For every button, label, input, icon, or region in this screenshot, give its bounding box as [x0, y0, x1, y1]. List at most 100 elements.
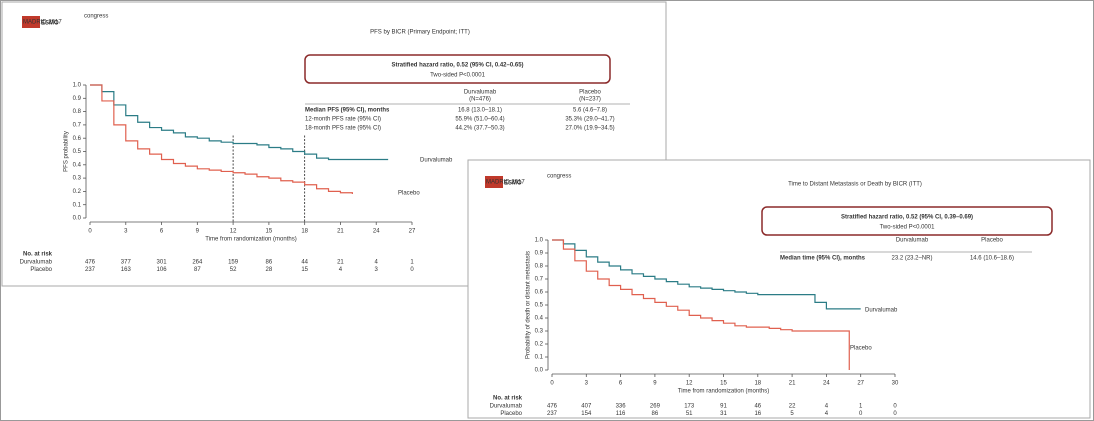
risk-title: No. at risk	[493, 396, 523, 402]
table-row-label: 12-month PFS rate (95% CI)	[305, 117, 381, 123]
y-tick-label: 0.6	[73, 136, 82, 142]
y-tick-label: 1.0	[73, 83, 82, 89]
x-tick-label: 9	[196, 229, 200, 235]
y-tick-label: 0.8	[73, 109, 82, 115]
table-header: Durvalumab	[896, 238, 929, 244]
y-tick-label: 0.4	[535, 316, 544, 322]
logo-event: congress	[84, 14, 108, 20]
table-cell: 14.6 (10.6–18.6)	[970, 256, 1014, 262]
x-tick-label: 6	[160, 229, 164, 235]
logo-badge	[485, 176, 503, 188]
table-cell: 16.8 (13.0–18.1)	[458, 108, 502, 114]
y-tick-label: 0.5	[535, 303, 544, 309]
risk-count: 1	[410, 260, 414, 266]
risk-count: 0	[859, 411, 863, 417]
risk-count: 336	[616, 404, 627, 410]
slide	[467, 159, 1091, 419]
y-tick-label: 0.4	[73, 162, 82, 168]
y-tick-label: 0.7	[535, 277, 544, 283]
km-curve	[552, 239, 861, 310]
x-tick-label: 0	[550, 381, 554, 387]
y-tick-label: 0.1	[73, 202, 82, 208]
hazard-box	[304, 54, 611, 84]
table-cell: 44.2% (37.7–50.3)	[455, 126, 504, 132]
risk-name: Durvalumab	[20, 260, 53, 266]
risk-count: 52	[230, 267, 237, 273]
table-cell: 55.9% (51.0–60.4)	[455, 117, 504, 123]
x-tick-label: 6	[619, 381, 623, 387]
y-tick-label: 0.3	[535, 329, 544, 335]
hazard-ratio: Stratified hazard ratio, 0.52 (95% CI, 0…	[391, 63, 523, 69]
y-tick-label: 0.1	[535, 355, 544, 361]
risk-count: 44	[301, 260, 308, 266]
x-tick-label: 9	[653, 381, 657, 387]
x-axis-label: Time from randomization (months)	[678, 389, 769, 395]
x-tick-label: 21	[337, 229, 344, 235]
risk-count: 22	[789, 404, 796, 410]
p-value: Two-sided P<0.0001	[880, 225, 936, 231]
y-tick-label: 0.0	[535, 368, 544, 374]
logo-city: MADRID 2017	[486, 180, 525, 186]
risk-count: 407	[581, 404, 592, 410]
risk-count: 301	[157, 260, 168, 266]
table-header: Durvalumab	[464, 90, 497, 96]
y-tick-label: 1.0	[535, 238, 544, 244]
risk-name: Durvalumab	[490, 404, 523, 410]
table-cell: 23.2 (23.2–NR)	[891, 256, 932, 262]
risk-count: 476	[547, 404, 558, 410]
table-row-label: 18-month PFS rate (95% CI)	[305, 126, 381, 132]
risk-count: 87	[194, 267, 201, 273]
y-tick-label: 0.6	[535, 290, 544, 296]
risk-count: 1	[859, 404, 863, 410]
y-tick-label: 0.8	[535, 264, 544, 270]
x-tick-label: 3	[585, 381, 589, 387]
x-tick-label: 18	[301, 229, 308, 235]
slide-title: Time to Distant Metastasis or Death by B…	[788, 182, 922, 188]
table-cell: 5.6 (4.6–7.8)	[573, 108, 607, 114]
x-tick-label: 12	[686, 381, 693, 387]
x-tick-label: 12	[230, 229, 237, 235]
risk-count: 86	[652, 411, 659, 417]
y-tick-label: 0.2	[535, 342, 544, 348]
risk-count: 46	[754, 404, 761, 410]
slide-title: PFS by BICR (Primary Endpoint; ITT)	[370, 30, 470, 36]
risk-count: 15	[301, 267, 308, 273]
risk-count: 476	[85, 260, 96, 266]
km-curve	[90, 84, 389, 161]
logo-badge	[22, 16, 40, 28]
risk-count: 4	[825, 404, 829, 410]
risk-name: Placebo	[30, 267, 52, 273]
hazard-box	[761, 206, 1053, 236]
risk-count: 16	[754, 411, 761, 417]
table-cell: 35.3% (29.0–41.7)	[565, 117, 614, 123]
risk-count: 377	[121, 260, 132, 266]
risk-count: 116	[616, 411, 626, 417]
table-header-n: (N=237)	[579, 97, 601, 103]
y-axis-label: PFS probability	[64, 131, 70, 172]
risk-count: 269	[650, 404, 661, 410]
table-header: Placebo	[579, 90, 601, 96]
table-header-n: (N=476)	[469, 97, 491, 103]
risk-count: 264	[192, 260, 203, 266]
y-tick-label: 0.0	[73, 216, 82, 222]
curve-label: Placebo	[398, 191, 420, 197]
logo-event: congress	[547, 174, 571, 180]
risk-count: 163	[121, 267, 132, 273]
risk-count: 4	[825, 411, 829, 417]
y-tick-label: 0.9	[535, 251, 544, 257]
logo-city: MADRID 2017	[23, 20, 62, 26]
risk-name: Placebo	[500, 411, 522, 417]
risk-title: No. at risk	[23, 252, 53, 258]
risk-count: 86	[266, 260, 273, 266]
x-tick-label: 18	[754, 381, 761, 387]
x-tick-label: 27	[409, 229, 416, 235]
hazard-ratio: Stratified hazard ratio, 0.52 (95% CI, 0…	[841, 215, 973, 221]
table-row-label: Median PFS (95% CI), months	[305, 108, 390, 114]
risk-count: 237	[547, 411, 558, 417]
risk-count: 159	[228, 260, 239, 266]
risk-count: 173	[684, 404, 695, 410]
table-row-label: Median time (95% CI), months	[780, 256, 866, 262]
x-tick-label: 21	[789, 381, 796, 387]
x-tick-label: 27	[857, 381, 864, 387]
